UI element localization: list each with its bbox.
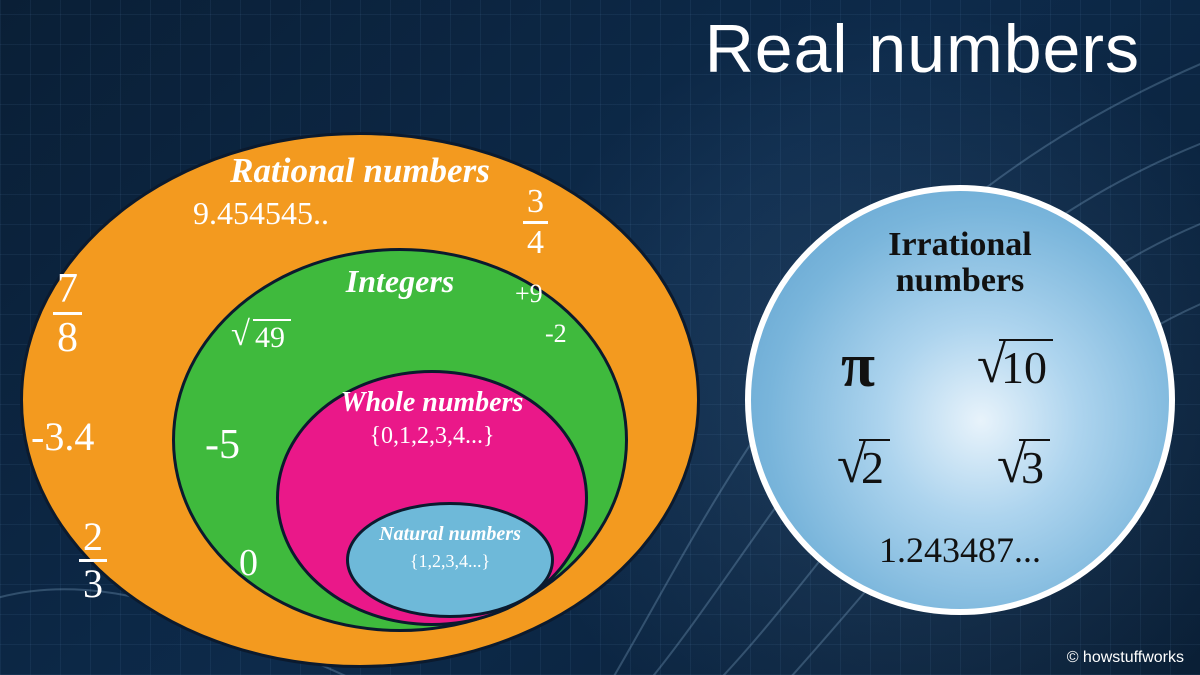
credit-text: © howstuffworks (1067, 649, 1184, 667)
irrational-circle: Irrational numbers π 10 2 3 1.243487... (745, 185, 1175, 615)
irrational-example-decimal: 1.243487... (879, 529, 1041, 571)
integers-label: Integers (346, 263, 454, 300)
rational-example-neg34: -3.4 (31, 413, 94, 460)
rational-example-2-3: 23 (79, 513, 107, 604)
irrational-label-text: Irrational numbers (860, 227, 1060, 298)
integers-example-neg5: -5 (205, 421, 240, 469)
integers-example-plus9: +9 (515, 279, 543, 309)
irrational-example-sqrt2: 2 (841, 439, 890, 494)
whole-label: Whole numbers (341, 387, 524, 419)
rational-example-3-4: 34 (523, 183, 548, 260)
rational-label: Rational numbers (230, 151, 490, 191)
natural-set: {1,2,3,4...} (410, 551, 490, 572)
rational-example-repeating: 9.454545.. (193, 195, 329, 232)
integers-example-sqrt49: 49 (235, 319, 291, 355)
natural-label: Natural numbers (379, 523, 521, 546)
integers-example-zero: 0 (239, 541, 258, 585)
integers-example-neg2: -2 (545, 319, 567, 349)
irrational-example-sqrt3: 3 (1001, 439, 1050, 494)
irrational-example-sqrt10: 10 (981, 339, 1053, 394)
natural-ellipse: Natural numbers {1,2,3,4...} (346, 502, 554, 618)
whole-set: {0,1,2,3,4...} (369, 423, 494, 450)
irrational-example-pi: π (841, 331, 875, 402)
rational-example-7-8: 78 (53, 265, 82, 359)
page-title: Real numbers (705, 10, 1140, 88)
irrational-label: Irrational numbers (860, 227, 1060, 298)
